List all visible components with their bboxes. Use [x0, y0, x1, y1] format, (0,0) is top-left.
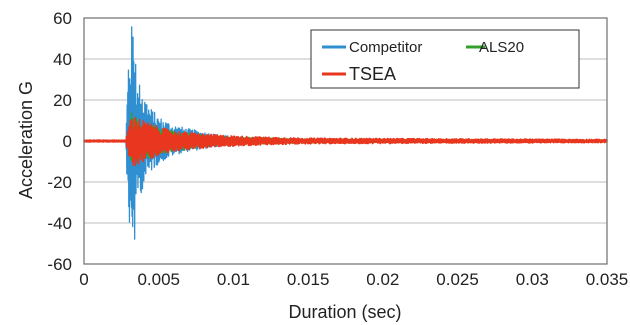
y-tick-label-neg60: -60 — [47, 255, 72, 274]
legend-label-als20: ALS20 — [479, 39, 524, 56]
x-tick-label-5: 0.025 — [436, 270, 479, 289]
y-tick-label-60: 60 — [53, 9, 72, 28]
legend-label-competitor: Competitor — [349, 39, 422, 56]
y-axis-title: Acceleration G — [16, 81, 36, 199]
x-axis-title: Duration (sec) — [288, 302, 401, 322]
legend-label-tsea: TSEA — [349, 64, 396, 84]
y-tick-label-0: 0 — [63, 132, 72, 151]
x-tick-labels: 0 0.005 0.01 0.015 0.02 0.025 0.03 0.035 — [79, 270, 628, 289]
x-tick-label-4: 0.02 — [366, 270, 399, 289]
x-tick-label-7: 0.035 — [586, 270, 629, 289]
x-tick-label-2: 0.01 — [217, 270, 250, 289]
x-tick-label-0: 0 — [79, 270, 88, 289]
x-tick-label-1: 0.005 — [137, 270, 180, 289]
plot-border — [83, 17, 608, 265]
y-tick-label-20: 20 — [53, 91, 72, 110]
y-tick-label-neg40: -40 — [47, 214, 72, 233]
series-traces — [83, 26, 608, 240]
x-tick-label-3: 0.015 — [287, 270, 330, 289]
y-tick-labels: -60 -40 -20 0 20 40 60 — [47, 9, 72, 274]
legend-box — [310, 29, 580, 89]
plot-frame — [83, 17, 608, 265]
legend: Competitor ALS20 TSEA — [310, 29, 580, 89]
y-tick-label-40: 40 — [53, 50, 72, 69]
y-tick-label-neg20: -20 — [47, 173, 72, 192]
x-tick-label-6: 0.03 — [516, 270, 549, 289]
series-line-tsea — [83, 117, 608, 167]
